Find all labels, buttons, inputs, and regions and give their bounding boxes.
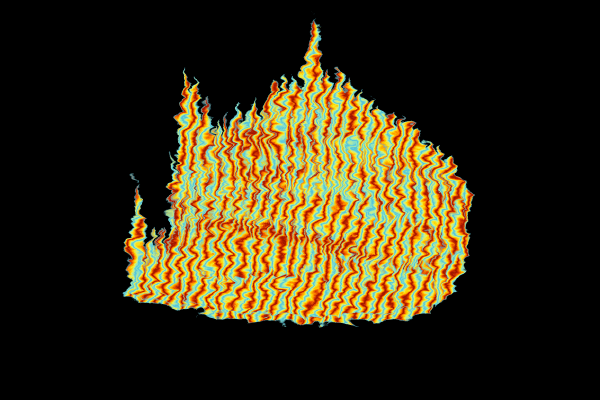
surface-layer-front-edge — [129, 201, 448, 308]
